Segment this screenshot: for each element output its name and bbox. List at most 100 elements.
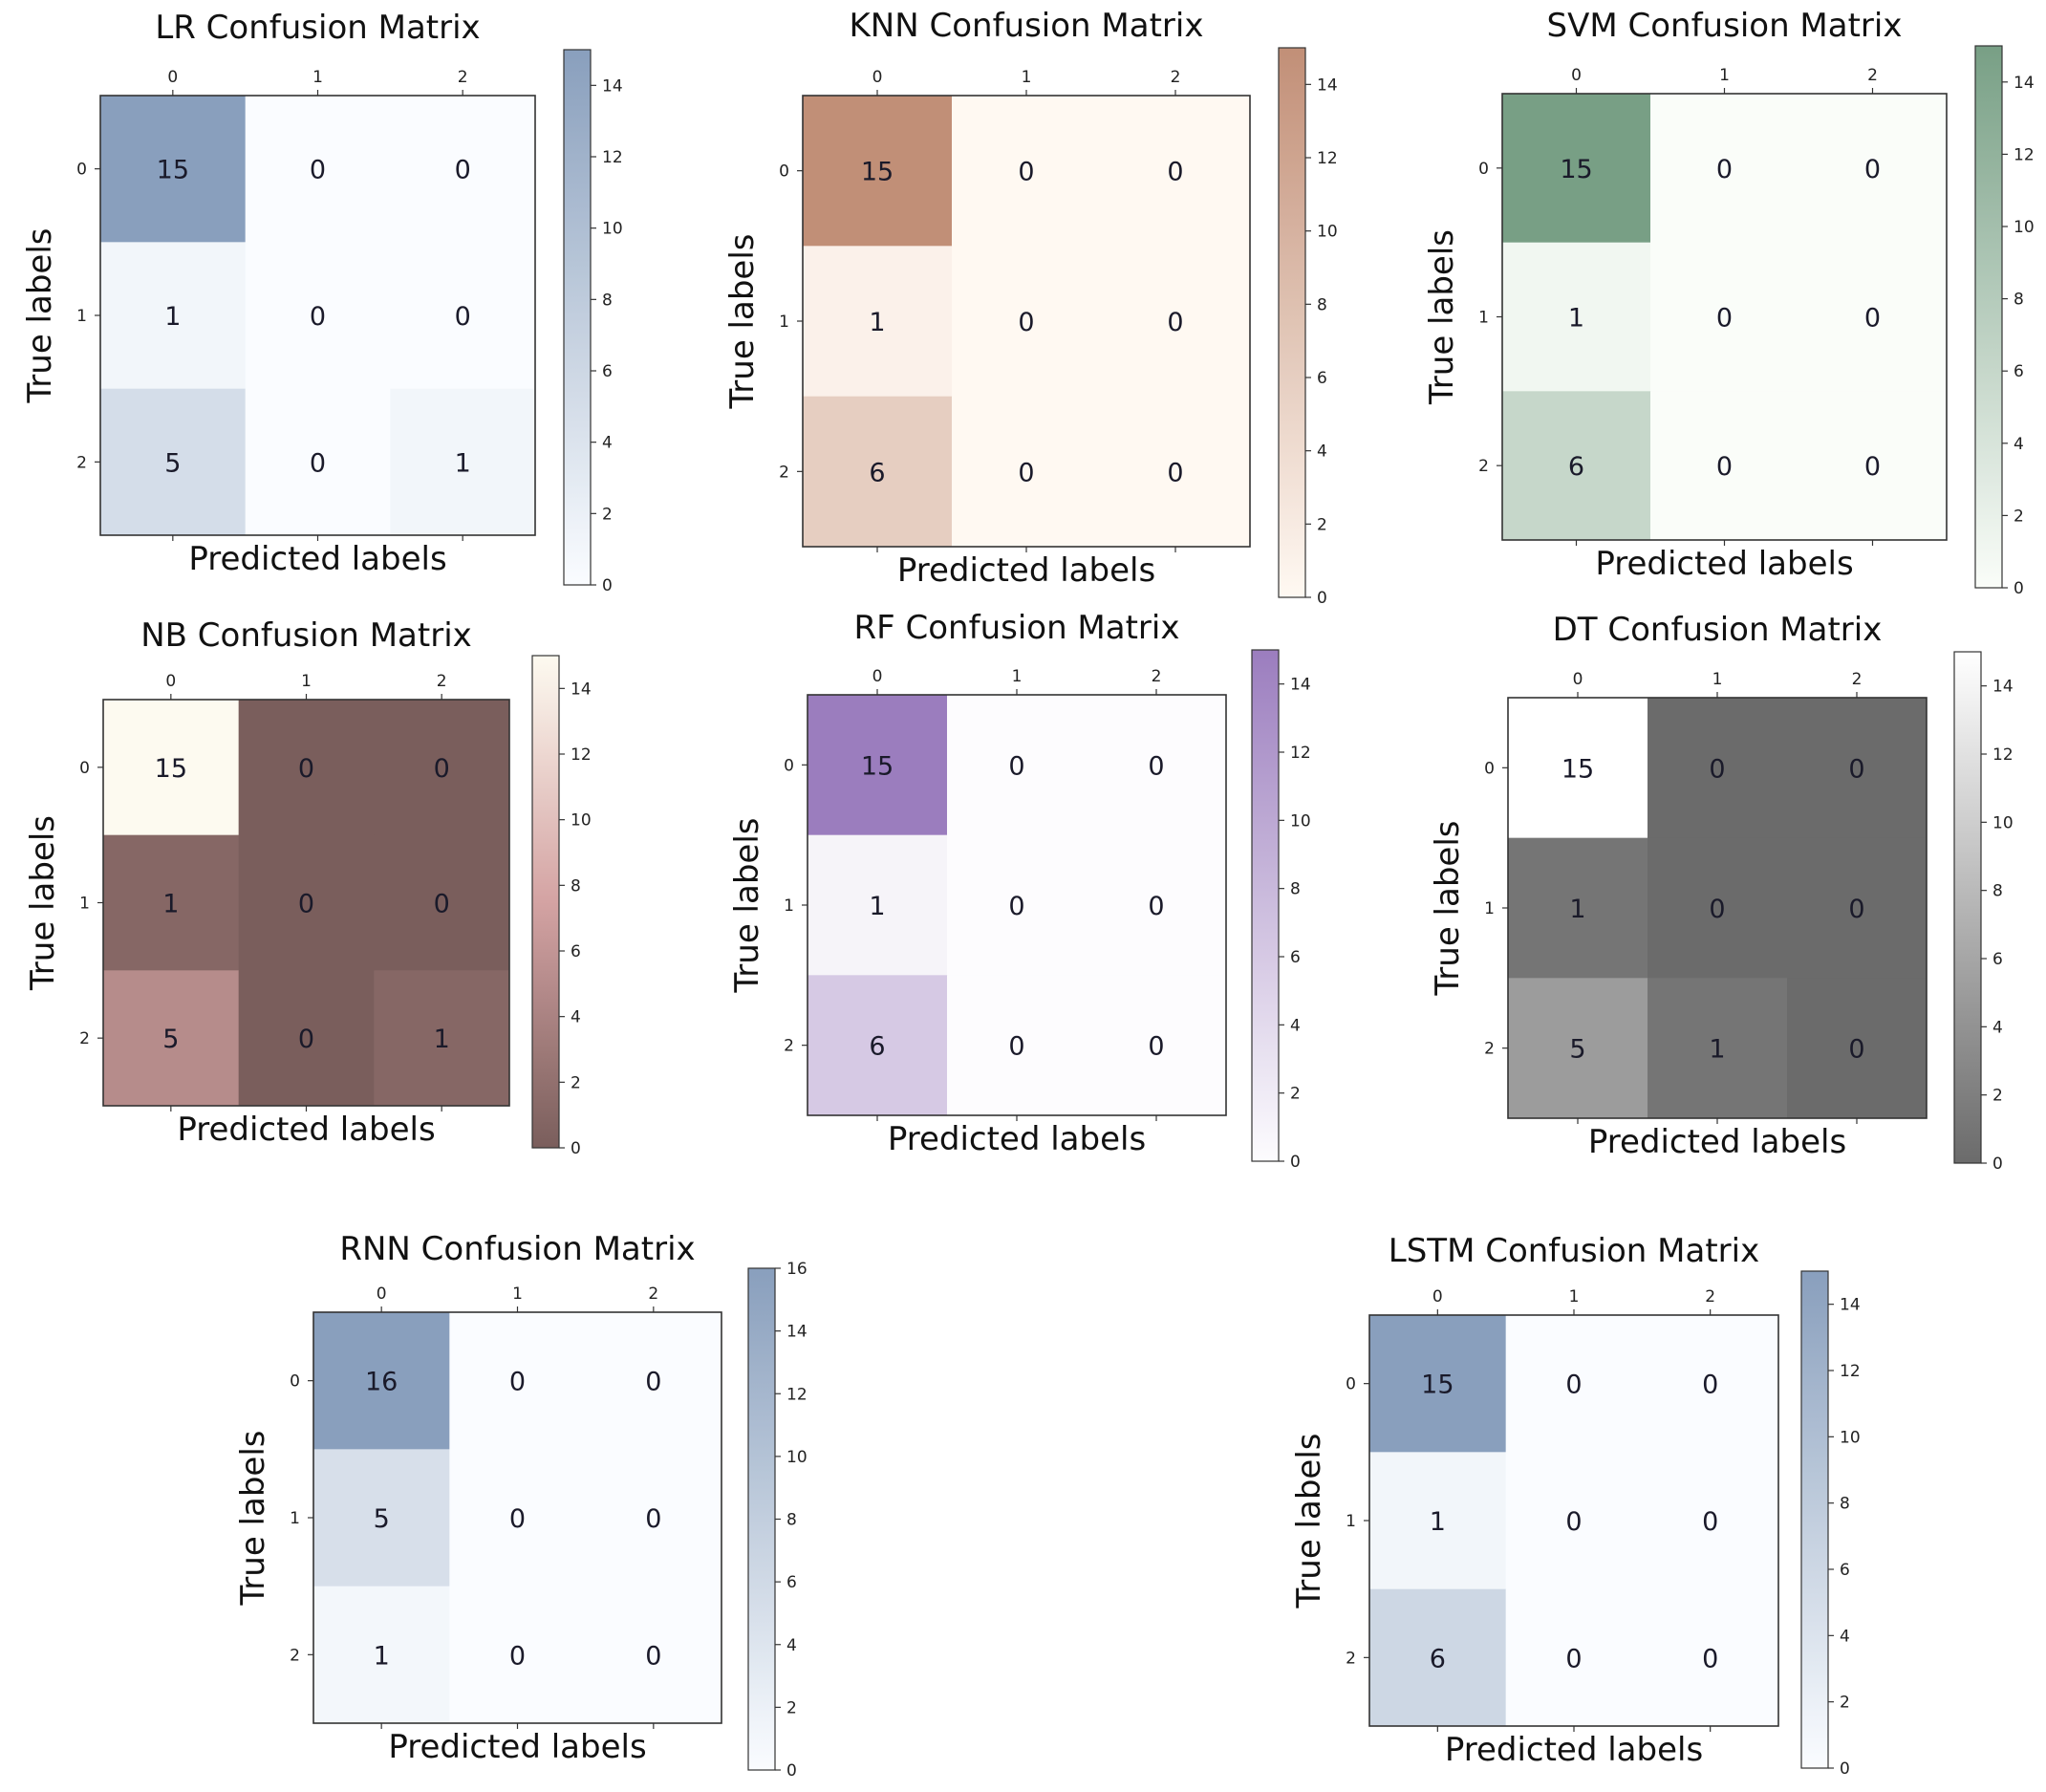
cell-value-label: 0 xyxy=(1008,892,1024,921)
cell-value-label: 0 xyxy=(1864,452,1881,482)
colorbar-tick-label: 0 xyxy=(1317,589,1327,608)
cell-value-label: 1 xyxy=(1709,1035,1725,1065)
heatmap-cell xyxy=(390,96,536,243)
cell-value-label: 0 xyxy=(645,1368,661,1397)
heatmap-cell xyxy=(1650,94,1799,244)
colorbar-tick-label: 6 xyxy=(1290,948,1301,967)
y-axis-label: True labels xyxy=(24,815,62,991)
colorbar-tick-label: 10 xyxy=(1290,811,1311,831)
y-axis-label: True labels xyxy=(723,234,762,410)
x-tick-label: 2 xyxy=(458,68,468,87)
cell-value-label: 1 xyxy=(162,890,179,919)
y-tick-label: 0 xyxy=(290,1372,300,1392)
heatmap-cell xyxy=(390,242,536,390)
heatmap-cell xyxy=(1505,1452,1643,1590)
x-axis-label: Predicted labels xyxy=(888,1120,1146,1158)
cell-value-label: 1 xyxy=(374,1641,390,1671)
colorbar xyxy=(747,1267,776,1771)
y-tick-label: 1 xyxy=(79,895,90,914)
colorbar-tick-label: 12 xyxy=(1840,1362,1861,1381)
heatmap-cell xyxy=(1648,978,1788,1119)
heatmap-cell xyxy=(808,975,948,1116)
colorbar-tick-label: 8 xyxy=(602,291,613,310)
colorbar-tick-label: 2 xyxy=(2014,507,2024,526)
y-tick-label: 0 xyxy=(76,161,87,180)
heatmap-cell xyxy=(100,96,247,243)
y-tick-label: 0 xyxy=(1484,759,1495,778)
colorbar-tick-label: 10 xyxy=(602,220,623,239)
heatmap-cell xyxy=(585,1312,722,1450)
cell-value-label: 0 xyxy=(1148,892,1164,921)
cell-value-label: 5 xyxy=(164,448,181,478)
x-axis-label: Predicted labels xyxy=(1445,1731,1703,1769)
cell-value-label: 0 xyxy=(1702,1507,1718,1537)
chart-title: LR Confusion Matrix xyxy=(155,9,480,47)
heatmap-cell xyxy=(449,1586,587,1724)
y-tick-label: 2 xyxy=(79,1029,90,1048)
cell-value-label: 0 xyxy=(1848,895,1864,924)
colorbar xyxy=(1800,1270,1829,1769)
colorbar xyxy=(1251,649,1280,1162)
x-tick-label: 1 xyxy=(512,1285,523,1304)
colorbar-tick-label: 4 xyxy=(2014,435,2024,454)
y-tick-label: 1 xyxy=(779,313,789,332)
colorbar-tick-label: 4 xyxy=(1290,1016,1301,1035)
colorbar-tick-label: 14 xyxy=(2014,74,2035,93)
colorbar xyxy=(563,49,592,586)
heatmap-cell xyxy=(803,246,953,398)
heatmap-cell xyxy=(1642,1452,1779,1590)
colorbar-tick-label: 12 xyxy=(1317,149,1338,168)
colorbar xyxy=(1953,651,1982,1164)
heatmap-cell xyxy=(1369,1315,1507,1453)
cell-value-label: 0 xyxy=(509,1504,526,1534)
x-tick-label: 0 xyxy=(167,68,178,87)
y-tick-label: 1 xyxy=(290,1509,300,1528)
heatmap-cell xyxy=(390,388,536,536)
y-tick-label: 2 xyxy=(1346,1649,1356,1668)
y-tick-label: 1 xyxy=(76,307,87,326)
colorbar-tick-label: 6 xyxy=(1992,950,2003,969)
x-tick-label: 0 xyxy=(872,667,883,686)
heatmap-cell xyxy=(1369,1452,1507,1590)
y-tick-label: 1 xyxy=(784,896,794,916)
chart-title: RNN Confusion Matrix xyxy=(339,1230,695,1268)
cell-value-label: 0 xyxy=(645,1504,661,1534)
heatmap-cell xyxy=(313,1449,450,1587)
cell-value-label: 15 xyxy=(1560,155,1592,184)
cell-value-label: 0 xyxy=(1148,751,1164,781)
x-tick-label: 0 xyxy=(1573,670,1583,689)
x-tick-label: 0 xyxy=(872,68,883,87)
cell-value-label: 0 xyxy=(1018,458,1034,487)
cell-value-label: 1 xyxy=(455,448,471,478)
y-tick-label: 0 xyxy=(1478,160,1489,179)
cell-value-label: 0 xyxy=(1848,1035,1864,1065)
heatmap-cell xyxy=(103,970,240,1107)
y-axis-label: True labels xyxy=(1429,821,1467,997)
cell-value-label: 0 xyxy=(1709,754,1725,784)
cell-value-label: 16 xyxy=(365,1368,398,1397)
cell-value-label: 0 xyxy=(434,890,450,919)
colorbar-tick-label: 0 xyxy=(1840,1760,1850,1779)
heatmap-cell xyxy=(1101,96,1251,247)
cell-value-label: 0 xyxy=(1167,458,1183,487)
cell-value-label: 0 xyxy=(1702,1644,1718,1673)
heatmap-cell xyxy=(245,242,391,390)
y-tick-label: 2 xyxy=(784,1037,794,1056)
chart-title: SVM Confusion Matrix xyxy=(1547,7,1903,45)
heatmap-cell xyxy=(313,1312,450,1450)
x-axis-label: Predicted labels xyxy=(1588,1123,1846,1161)
chart-title: RF Confusion Matrix xyxy=(854,609,1180,647)
x-tick-label: 2 xyxy=(437,672,447,691)
x-axis-label: Predicted labels xyxy=(897,551,1155,590)
colorbar-tick-label: 14 xyxy=(1290,676,1311,695)
heatmap-cell xyxy=(1648,837,1788,979)
cell-value-label: 0 xyxy=(1565,1507,1582,1537)
heatmap-cell xyxy=(1502,391,1651,541)
cell-value-label: 1 xyxy=(164,302,181,332)
heatmap-cell xyxy=(585,1586,722,1724)
cell-value-label: 0 xyxy=(1702,1371,1718,1400)
